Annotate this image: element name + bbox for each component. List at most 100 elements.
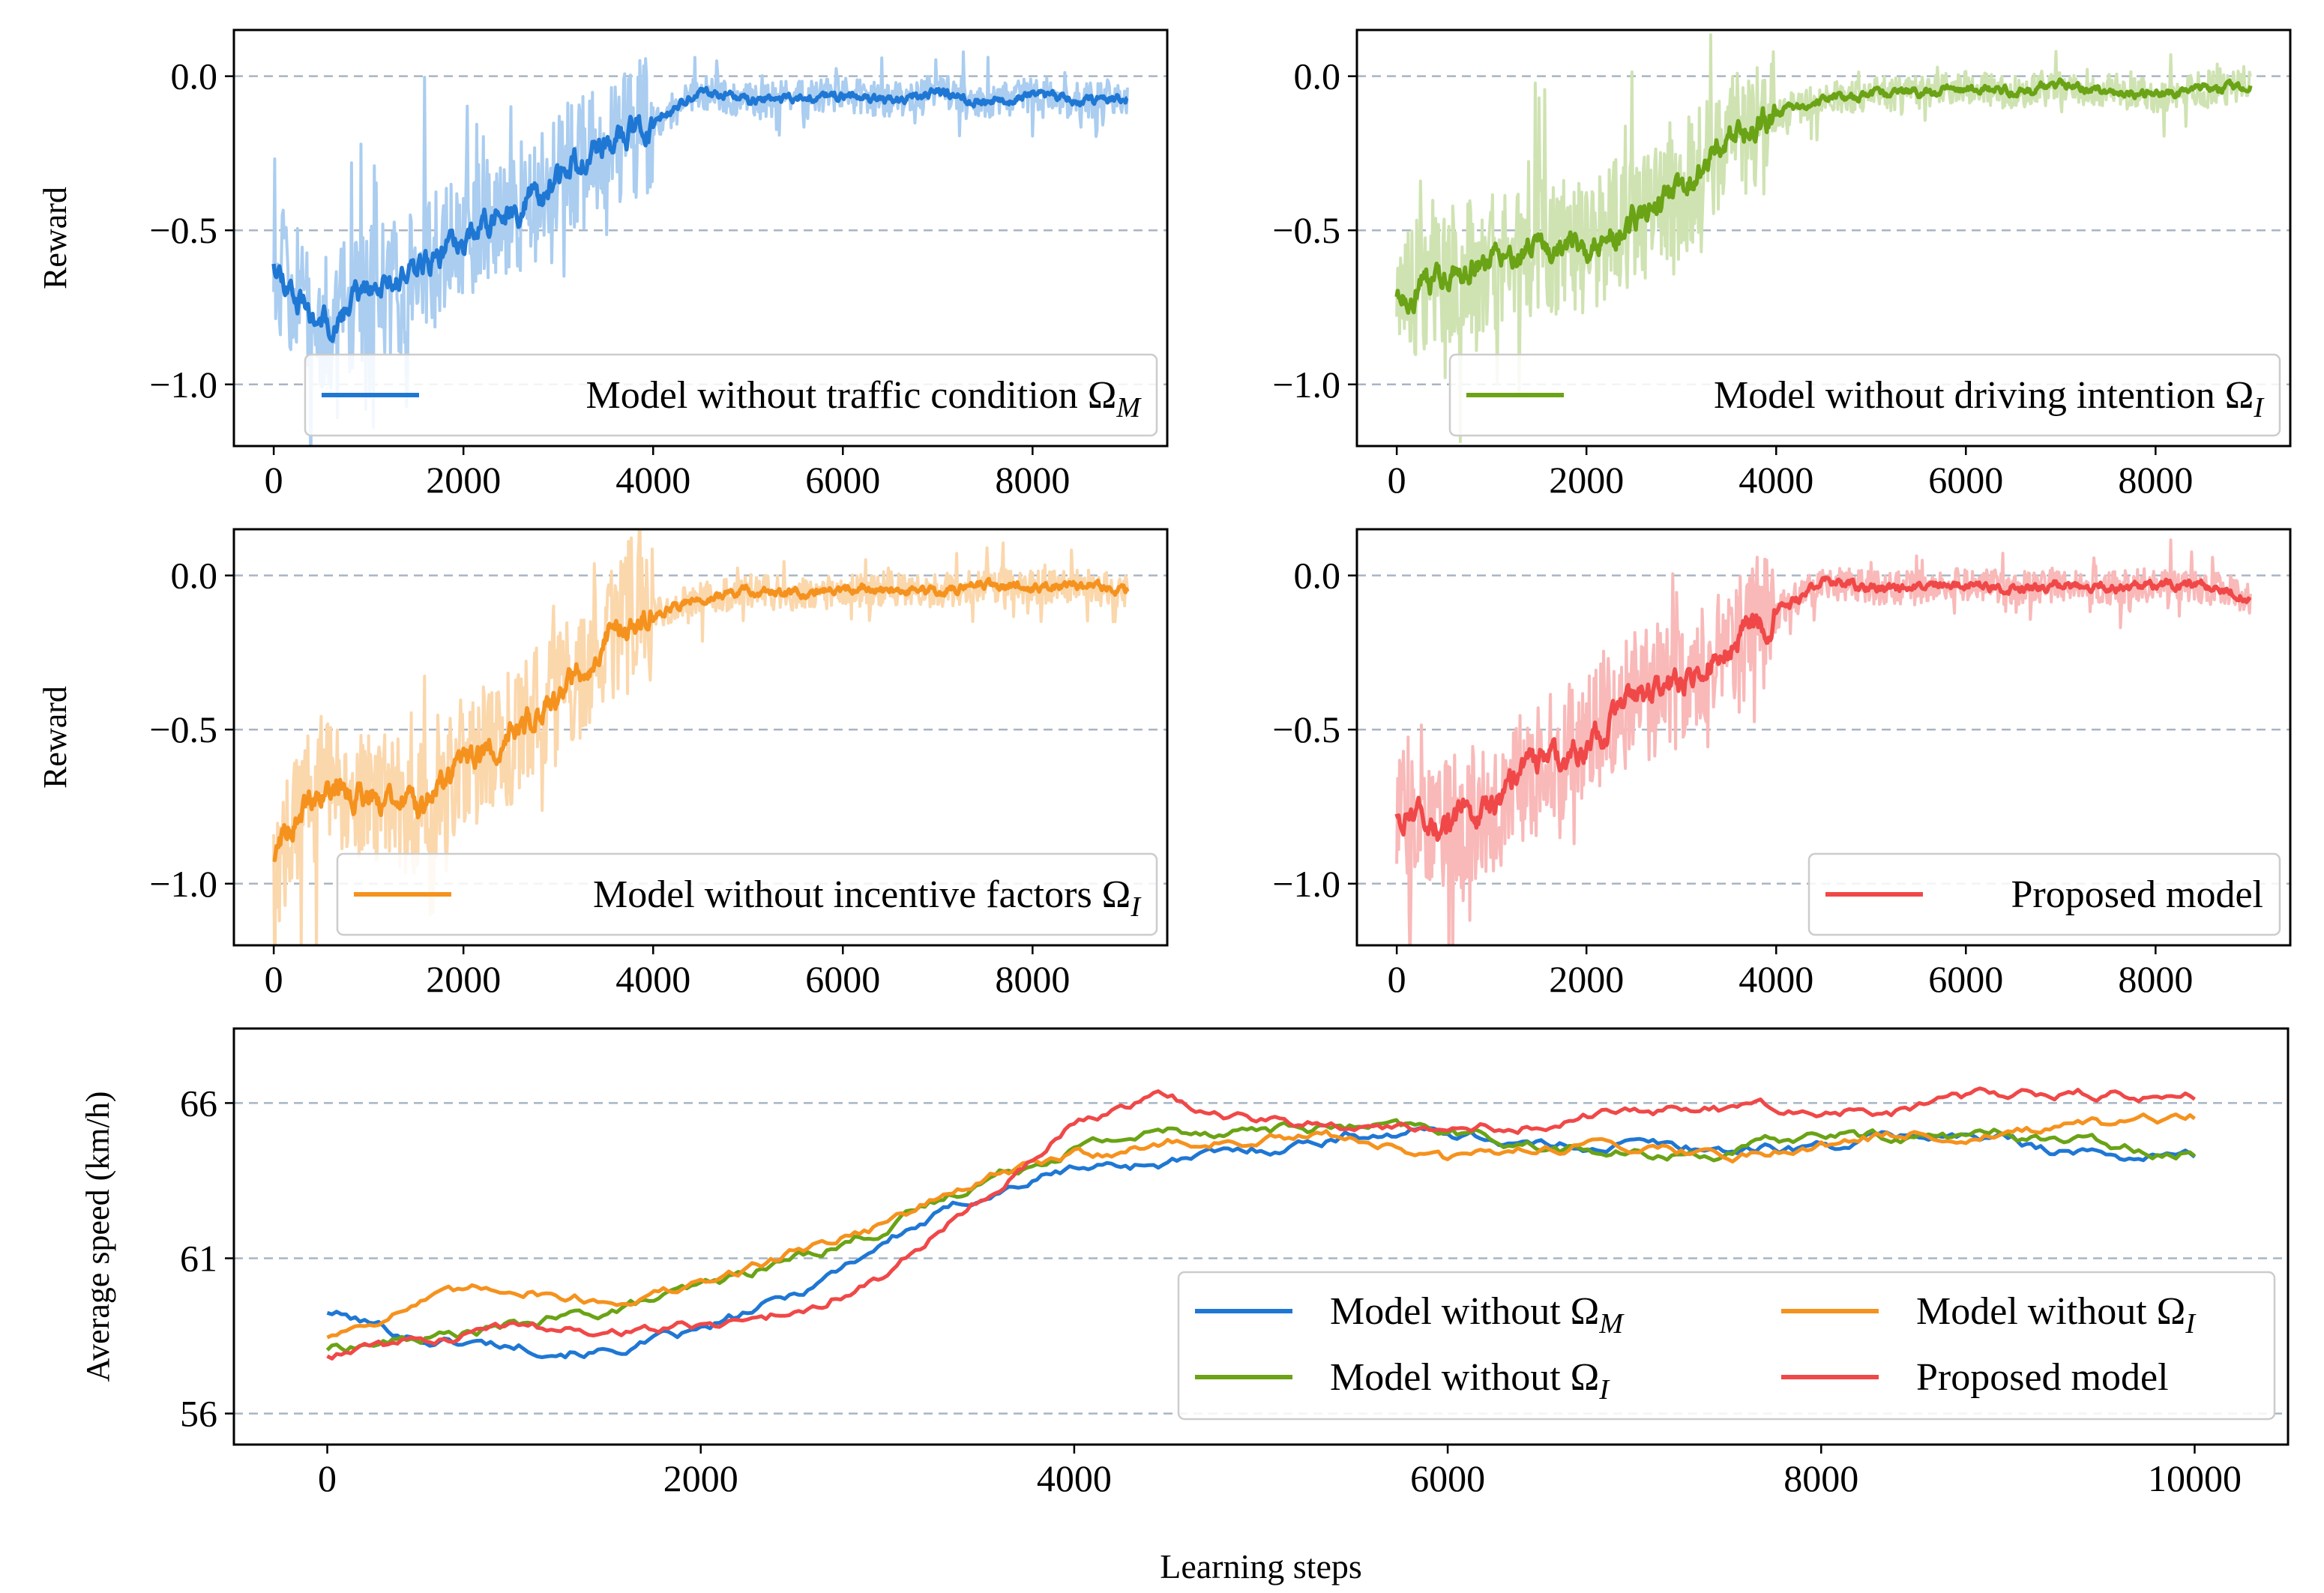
x-tick-label: 8000 bbox=[995, 459, 1070, 501]
axes-frame bbox=[232, 28, 1169, 448]
legend-label-text: Proposed model bbox=[2011, 873, 2263, 916]
x-tick-label: 2000 bbox=[426, 459, 501, 501]
x-tick-label: 0 bbox=[265, 958, 283, 1000]
plot-area bbox=[1394, 538, 2252, 945]
legend: Model without driving intention ΩI bbox=[1448, 353, 2281, 437]
chart-panel-speed: 0 2000 4000 6000 8000 10000 66 61 56 Average spee… bbox=[79, 1027, 2290, 1586]
smoothed-reward-line bbox=[1394, 575, 2252, 843]
legend-label-text: Model without Ω bbox=[1916, 1290, 2185, 1333]
x-tick-label: 8000 bbox=[995, 958, 1070, 1000]
series-line-0 bbox=[326, 1126, 2197, 1360]
legend-label-text: Model without traffic condition Ω bbox=[586, 374, 1117, 417]
raw-reward-line bbox=[272, 529, 1129, 945]
legend-label-subscript: I bbox=[1598, 1374, 1610, 1406]
chart-panel-reward-no-intention: 0 2000 4000 6000 8000 0.0 −0.5 −1.0 Model withou… bbox=[1272, 28, 2292, 501]
x-tick-label: 6000 bbox=[805, 459, 880, 501]
chart-panel-reward-proposed: 0 2000 4000 6000 8000 0.0 −0.5 −1.0 Proposed mod… bbox=[1272, 528, 2292, 1000]
y-tick-label: 66 bbox=[180, 1082, 217, 1124]
x-tick-label: 8000 bbox=[1783, 1457, 1858, 1499]
y-tick-label: −1.0 bbox=[1272, 364, 1340, 406]
legend-box bbox=[1807, 852, 2281, 936]
y-tick-label: 0.0 bbox=[1294, 55, 1341, 97]
x-tick-label: 6000 bbox=[1928, 958, 2003, 1000]
legend-label-subscript: I bbox=[2253, 392, 2265, 424]
smoothed-reward-line bbox=[271, 85, 1129, 343]
x-tick-label: 0 bbox=[318, 1457, 337, 1499]
axes-frame bbox=[232, 528, 1169, 947]
series-line-3 bbox=[326, 1086, 2196, 1361]
legend-label-subscript: I bbox=[1130, 891, 1142, 923]
legend-label: Model without incentive factors ΩI bbox=[593, 873, 1142, 923]
chart-panel-reward-no-traffic: 0 2000 4000 6000 8000 0.0 −0.5 −1.0 Reward Model … bbox=[37, 28, 1169, 501]
smoothed-reward-line bbox=[1394, 77, 2253, 315]
x-axis-label: Learning steps bbox=[1160, 1547, 1362, 1586]
smoothed-reward-line bbox=[272, 576, 1130, 863]
legend: Model without traffic condition ΩM bbox=[304, 353, 1158, 437]
x-tick-label: 2000 bbox=[1549, 459, 1624, 501]
y-axis-label: Average speed (km/h) bbox=[79, 1091, 116, 1382]
legend: Proposed model bbox=[1807, 852, 2281, 936]
x-tick-label: 8000 bbox=[2118, 459, 2193, 501]
legend-label-text: Proposed model bbox=[1916, 1356, 2169, 1399]
x-tick-label: 2000 bbox=[1549, 958, 1624, 1000]
legend-label: Model without ΩI bbox=[1916, 1290, 2197, 1340]
plot-area bbox=[272, 529, 1130, 945]
legend-label: Model without ΩI bbox=[1330, 1356, 1610, 1406]
legend-box bbox=[1448, 353, 2281, 437]
x-tick-label: 4000 bbox=[615, 958, 690, 1000]
plot-area bbox=[325, 1086, 2197, 1361]
y-tick-label: −0.5 bbox=[1272, 209, 1340, 251]
legend: Model without incentive factors ΩI bbox=[336, 852, 1158, 936]
x-tick-label: 2000 bbox=[663, 1457, 738, 1499]
y-axis-label: Reward bbox=[37, 187, 73, 289]
x-tick-label: 4000 bbox=[1037, 1457, 1112, 1499]
y-tick-label: −0.5 bbox=[149, 708, 217, 750]
chart-panel-reward-no-incentive: 0 2000 4000 6000 8000 0.0 −0.5 −1.0 Reward Model … bbox=[37, 528, 1169, 1000]
legend-label: Proposed model bbox=[2011, 873, 2263, 916]
legend-label: Proposed model bbox=[1916, 1356, 2169, 1399]
y-tick-label: −0.5 bbox=[1272, 708, 1340, 750]
legend-box bbox=[304, 353, 1158, 437]
y-tick-label: 56 bbox=[180, 1393, 217, 1435]
plot-area bbox=[1394, 33, 2253, 444]
x-tick-label: 0 bbox=[1388, 459, 1406, 501]
y-axis-label: Reward bbox=[37, 686, 73, 789]
legend-label: Model without driving intention ΩI bbox=[1714, 374, 2265, 424]
y-tick-label: −1.0 bbox=[149, 364, 217, 406]
axes-frame bbox=[1355, 528, 2292, 947]
axes-frame bbox=[232, 1027, 2290, 1446]
plot-area bbox=[271, 50, 1129, 446]
legend-label-text: Model without Ω bbox=[1330, 1356, 1599, 1399]
legend-label-text: Model without driving intention Ω bbox=[1714, 374, 2254, 417]
legend-label-subscript: I bbox=[2185, 1308, 2197, 1340]
y-tick-label: −0.5 bbox=[149, 209, 217, 251]
x-tick-label: 10000 bbox=[2148, 1457, 2242, 1499]
x-tick-label: 4000 bbox=[615, 459, 690, 501]
legend-label-subscript: M bbox=[1116, 392, 1142, 424]
legend-label-text: Model without incentive factors Ω bbox=[593, 873, 1131, 916]
x-tick-label: 4000 bbox=[1739, 459, 1813, 501]
x-tick-label: 2000 bbox=[426, 958, 501, 1000]
y-tick-label: 0.0 bbox=[171, 555, 218, 597]
x-tick-label: 0 bbox=[265, 459, 283, 501]
y-tick-label: 61 bbox=[180, 1237, 217, 1279]
legend-box bbox=[1177, 1271, 2276, 1421]
y-tick-label: −1.0 bbox=[1272, 863, 1340, 905]
series-line-2 bbox=[326, 1112, 2196, 1340]
x-tick-label: 8000 bbox=[2118, 958, 2193, 1000]
legend-box bbox=[336, 852, 1158, 936]
x-tick-label: 0 bbox=[1388, 958, 1406, 1000]
x-tick-label: 6000 bbox=[1410, 1457, 1485, 1499]
x-tick-label: 6000 bbox=[1928, 459, 2003, 501]
axes-frame bbox=[1355, 28, 2292, 448]
y-tick-label: 0.0 bbox=[1294, 555, 1341, 597]
legend-label: Model without ΩM bbox=[1330, 1290, 1625, 1340]
legend-label-subscript: M bbox=[1598, 1308, 1625, 1340]
y-tick-label: −1.0 bbox=[149, 863, 217, 905]
legend-label-text: Model without Ω bbox=[1330, 1290, 1599, 1333]
x-tick-label: 4000 bbox=[1739, 958, 1813, 1000]
legend-label: Model without traffic condition ΩM bbox=[586, 374, 1143, 424]
y-tick-label: 0.0 bbox=[171, 55, 218, 97]
